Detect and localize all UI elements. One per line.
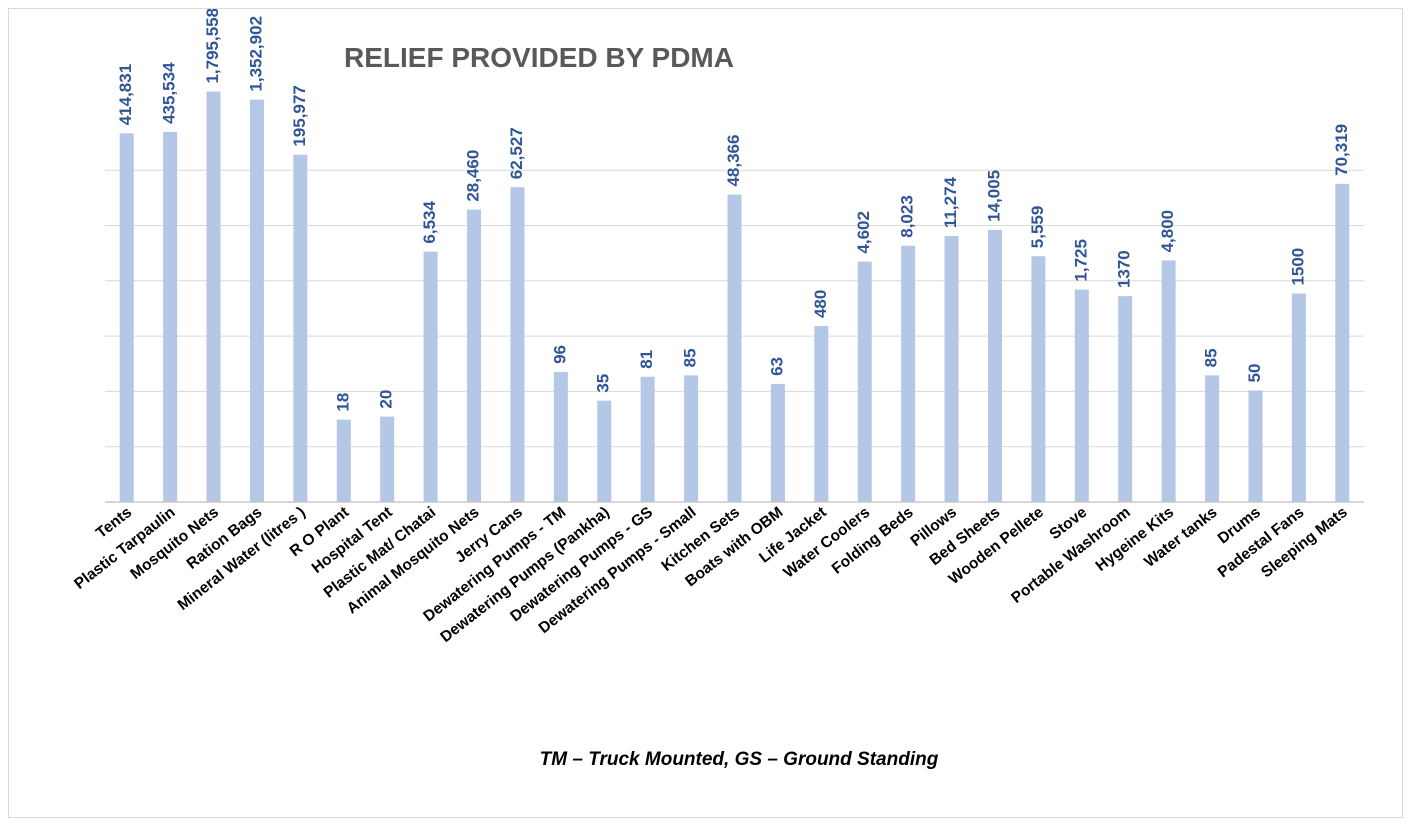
bar <box>1074 289 1089 502</box>
bar <box>293 154 308 502</box>
data-label: 81 <box>637 350 656 369</box>
bar <box>206 91 221 502</box>
bar <box>1335 183 1350 502</box>
bar <box>249 99 264 502</box>
data-label: 28,460 <box>464 150 483 202</box>
bar <box>119 133 134 502</box>
bar <box>1118 296 1133 502</box>
data-label: 4,800 <box>1158 210 1177 253</box>
bar <box>1291 293 1306 502</box>
data-label: 62,527 <box>507 127 526 179</box>
bar <box>1205 375 1220 502</box>
data-label: 5,559 <box>1028 206 1047 249</box>
bar <box>814 326 829 502</box>
data-label: 435,534 <box>160 62 179 124</box>
bar <box>1248 390 1263 502</box>
data-label: 1,352,902 <box>246 16 265 92</box>
bar <box>684 375 699 502</box>
bar <box>640 376 655 502</box>
data-label: 1370 <box>1115 250 1134 288</box>
data-label: 8,023 <box>898 195 917 238</box>
chart-title: RELIEF PROVIDED BY PDMA <box>344 42 734 73</box>
data-label: 70,319 <box>1332 124 1351 176</box>
data-label: 20 <box>377 390 396 409</box>
bar <box>380 416 395 502</box>
data-label: 18 <box>333 393 352 412</box>
bar <box>336 419 351 502</box>
bar <box>1031 256 1046 502</box>
data-label: 1500 <box>1288 248 1307 286</box>
bar <box>423 251 438 502</box>
bar <box>467 209 482 502</box>
data-label: 35 <box>594 374 613 393</box>
data-label: 11,274 <box>941 176 960 228</box>
data-labels: 414,831 435,534 1,795,558 1,352,902 195,977 1… <box>116 9 1351 412</box>
data-label: 63 <box>767 357 786 376</box>
data-label: 50 <box>1245 364 1264 383</box>
bar <box>510 187 525 503</box>
data-label: 6,534 <box>420 201 439 244</box>
data-label: 96 <box>550 345 569 364</box>
chart-footnote: TM – Truck Mounted, GS – Ground Standing <box>540 749 939 770</box>
bar <box>944 236 959 503</box>
bar-chart: RELIEF PROVIDED BY PDMA 414,831 435,534 1,… <box>71 9 1364 770</box>
data-label: 1,795,558 <box>203 9 222 84</box>
data-label: 414,831 <box>116 64 135 125</box>
chart-frame: RELIEF PROVIDED BY PDMA 414,831 435,534 1,… <box>8 8 1403 818</box>
data-label: 4,602 <box>854 211 873 254</box>
data-label: 85 <box>681 348 700 367</box>
bar <box>901 245 916 502</box>
data-label: 14,005 <box>984 170 1003 222</box>
bar <box>553 371 568 502</box>
bar <box>163 131 178 502</box>
bar <box>597 400 612 502</box>
bar <box>987 229 1002 502</box>
data-label: 48,366 <box>724 135 743 187</box>
data-label: 85 <box>1202 348 1221 367</box>
bar <box>857 261 872 502</box>
data-label: 480 <box>811 290 830 318</box>
data-label: 1,725 <box>1071 239 1090 282</box>
bar <box>727 194 742 502</box>
bar <box>1161 260 1176 502</box>
bar <box>770 383 785 502</box>
data-label: 195,977 <box>290 85 309 146</box>
bars <box>119 91 1350 503</box>
